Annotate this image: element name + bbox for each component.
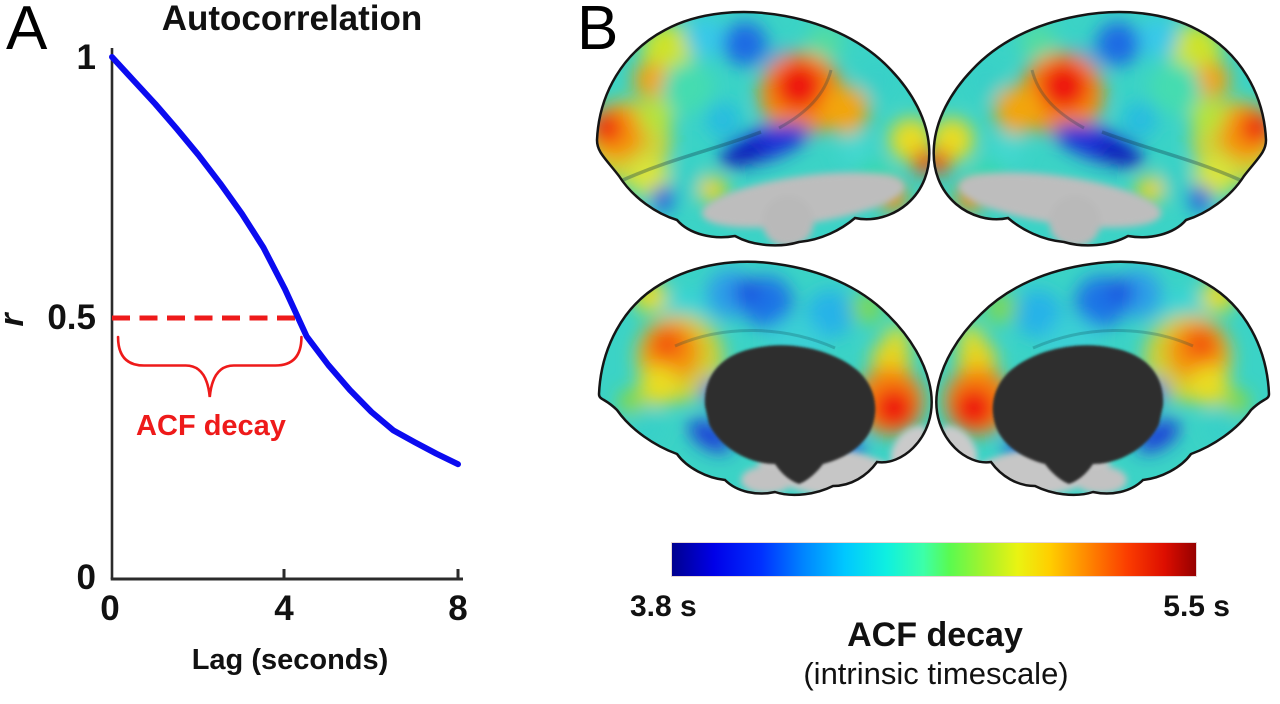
panel-b-label: B: [577, 0, 619, 63]
brain-surface-maps: [560, 0, 1280, 520]
colorbar-max-label: 5.5 s: [1163, 590, 1230, 623]
colorbar-subtitle: (intrinsic timescale): [803, 656, 1069, 691]
acf-decay-brace: [116, 335, 303, 398]
brain-bottom-left-medial: [599, 262, 932, 505]
y-tick-label-0: 0: [76, 558, 96, 597]
y-axis-label: r: [0, 302, 31, 338]
x-axis-label: Lag (seconds): [191, 644, 389, 676]
x-tick-label-8: 8: [448, 589, 468, 628]
brain-top-left-lateral: [587, 12, 938, 247]
brain-bottom-right-medial: [936, 262, 1269, 505]
acf-decay-annotation: ACF decay: [136, 410, 286, 442]
y-tick-label-1: 1: [76, 38, 96, 77]
colorbar-min-label: 3.8 s: [630, 590, 697, 623]
acf-curve: [109, 54, 461, 468]
panel-a-title: Autocorrelation: [161, 0, 423, 38]
brain-top-right-lateral: [925, 12, 1276, 247]
x-tick-label-0: 0: [100, 589, 120, 628]
colorbar-title: ACF decay: [847, 616, 1023, 654]
y-tick-label-0-5: 0.5: [47, 298, 96, 337]
colorbar: [671, 542, 1197, 577]
panel-a-label: A: [6, 0, 48, 63]
acf-plot: [109, 48, 463, 581]
x-tick-label-4: 4: [274, 589, 294, 628]
